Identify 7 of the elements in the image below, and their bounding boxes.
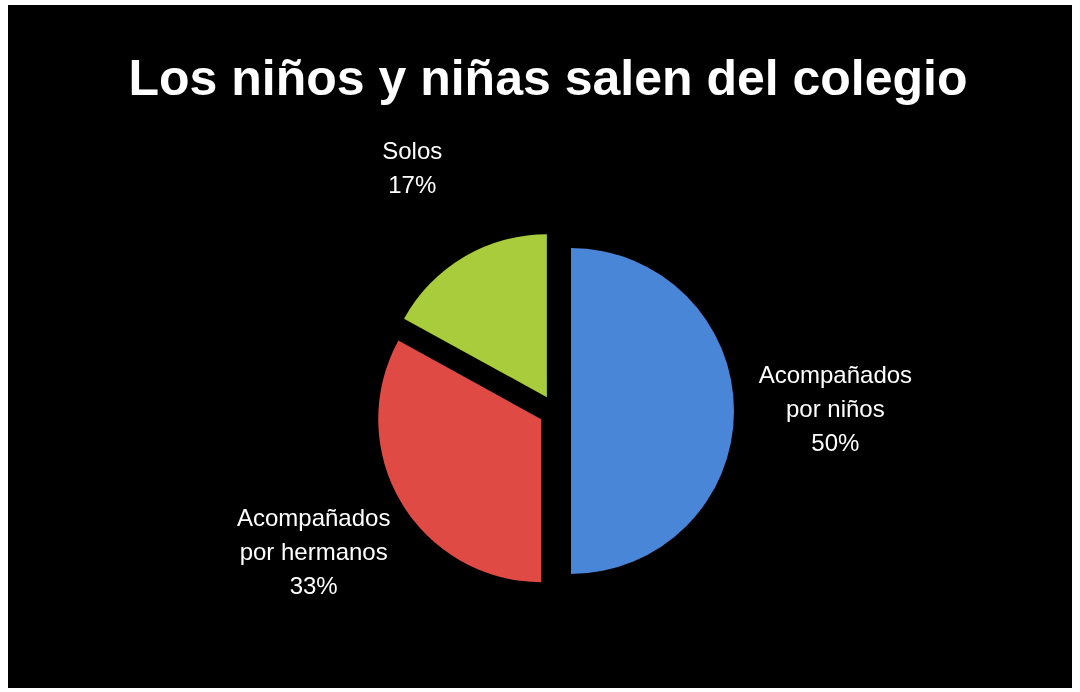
data-label: 50% bbox=[811, 429, 860, 457]
data-label: 17% bbox=[388, 171, 437, 199]
data-label: 33% bbox=[289, 572, 338, 600]
slice-label: Solos bbox=[382, 137, 443, 165]
slice-label: Acompañados por hermanos bbox=[236, 504, 391, 566]
slice-label: Acompañados por niños bbox=[758, 361, 913, 423]
chart-title: Los niños y niñas salen del colegio bbox=[128, 50, 968, 107]
